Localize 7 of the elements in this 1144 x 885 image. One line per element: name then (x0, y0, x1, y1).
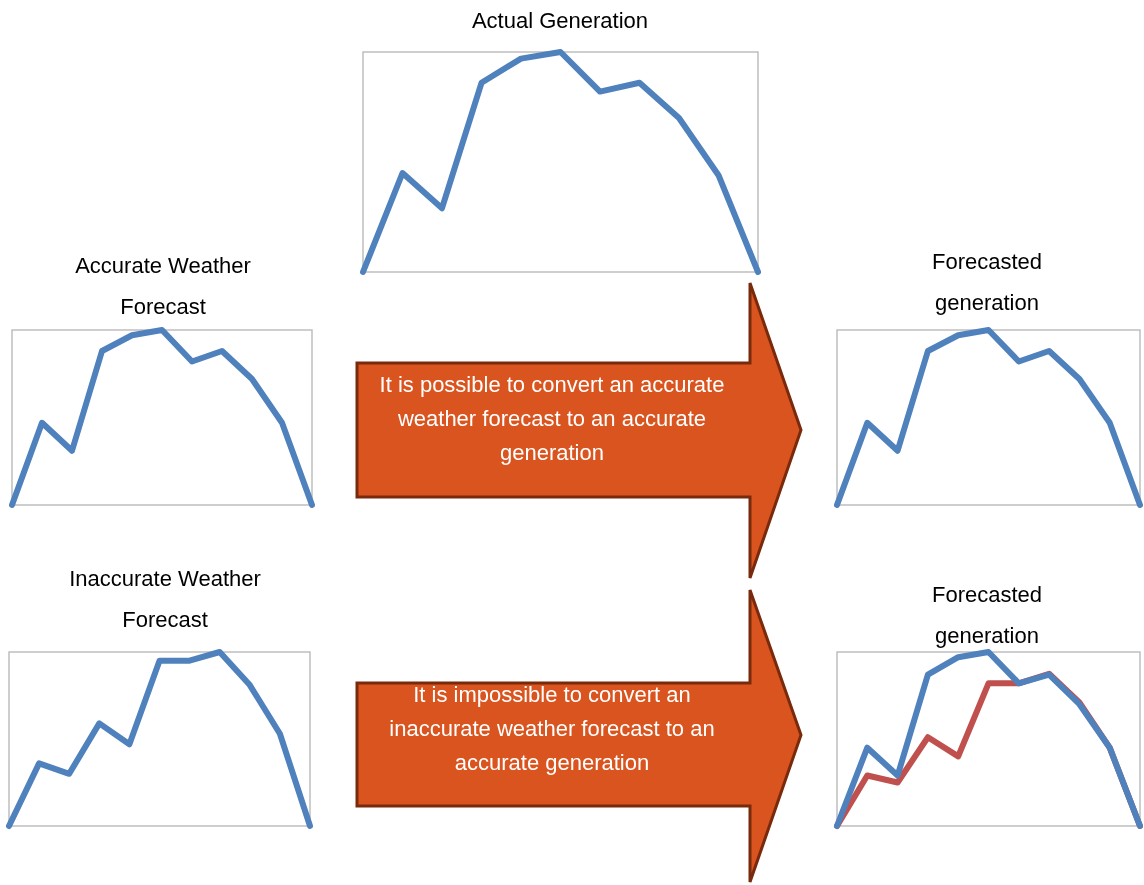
text: It is impossible to convert an inaccurate weather forecast to an accurate generation (388, 681, 716, 777)
chart-title: Forecasted generation (930, 248, 1044, 317)
chart-title: Actual Generation (470, 7, 650, 35)
chart-title: Inaccurate Weather Forecast (68, 565, 262, 634)
chart-title: Accurate Weather Forecast (74, 252, 252, 321)
text: It is possible to convert an accurate weather forecast to an accurate generation (378, 371, 726, 467)
chart-title: Forecasted generation (930, 581, 1044, 650)
